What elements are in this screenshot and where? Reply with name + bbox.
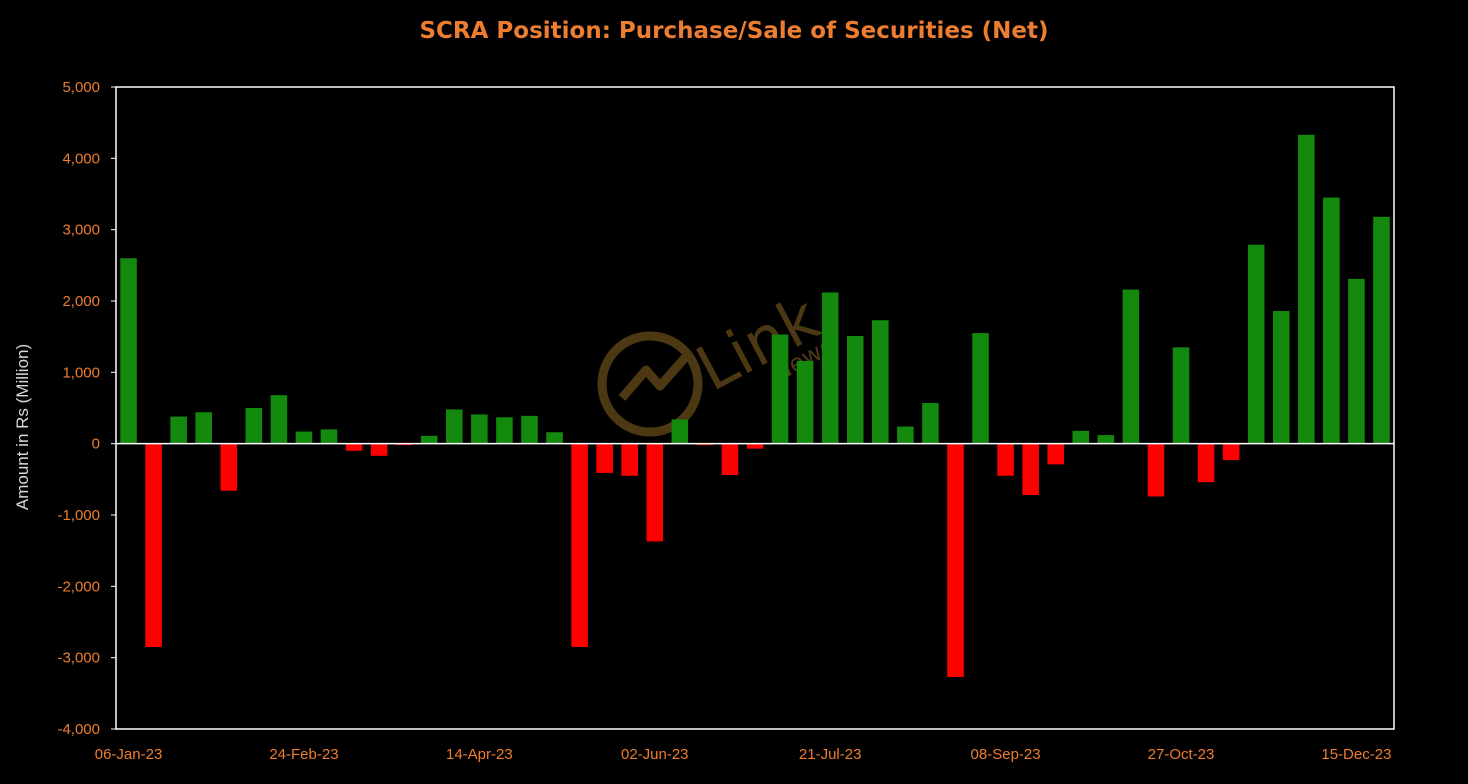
bar-21 [646,443,664,542]
y-tick-label: 0 [92,436,100,453]
y-tick-label: -1,000 [57,507,100,524]
link-news-logo-icon [597,331,703,437]
x-tick-label: 06-Jan-23 [95,746,163,763]
bar-44 [1222,443,1240,461]
y-tick-label: 5,000 [62,79,100,96]
bar-14 [471,414,488,444]
bar-50 [1373,216,1390,444]
bar-31 [897,426,914,444]
x-tick-label: 21-Jul-23 [799,746,862,763]
bar-22 [671,419,689,444]
x-tick-label: 27-Oct-23 [1148,746,1215,763]
bar-35 [997,443,1014,476]
bar-20 [621,443,638,476]
y-tick-label: -4,000 [57,721,100,738]
y-tick-label: 2,000 [62,293,100,310]
bar-27 [796,360,814,444]
x-axis: 06-Jan-23 24-Feb-23 14-Apr-23 02-Jun-23 21-J… [95,746,1392,763]
bar-24 [721,443,739,476]
bar-18 [571,443,588,647]
bar-32 [922,403,939,444]
bar-0 [120,258,137,444]
y-axis-label: Amount in Rs (Million) [13,344,32,510]
bar-39 [1097,435,1115,444]
bar-25 [746,443,764,449]
y-tick-label: 1,000 [62,364,100,381]
bar-5 [245,408,263,444]
bar-28 [821,292,839,444]
bar-1 [145,443,162,647]
y-tick-label: 4,000 [62,150,100,167]
bar-9 [345,443,363,451]
bar-48 [1323,197,1340,444]
bar-8 [320,429,338,444]
bar-29 [846,335,864,444]
bar-47 [1298,134,1315,444]
bar-34 [972,333,989,444]
y-tick-label: -3,000 [57,650,100,667]
bar-36 [1022,443,1039,496]
bar-3 [195,412,212,444]
y-tick-label: -2,000 [57,578,100,595]
bar-26 [771,334,789,444]
x-tick-label: 02-Jun-23 [621,746,689,763]
bar-45 [1247,244,1265,444]
x-tick-label: 15-Dec-23 [1321,746,1391,763]
bar-2 [170,416,187,444]
bar-38 [1072,430,1090,444]
bar-10 [370,443,388,456]
bar-37 [1047,443,1064,465]
bar-46 [1272,310,1290,444]
y-axis: 5,000 4,000 3,000 2,000 1,000 0 -1,000 -2,000 -3… [57,79,116,738]
bars-layer [120,134,1390,677]
bar-41 [1147,443,1165,497]
bar-43 [1197,443,1215,483]
bar-4 [220,443,238,491]
x-tick-label: 24-Feb-23 [269,746,338,763]
plot-area-border [115,86,1395,730]
bar-42 [1172,347,1190,444]
bar-40 [1122,289,1140,444]
bar-6 [270,395,288,444]
bar-16 [521,415,538,444]
bar-33 [947,443,964,677]
bar-17 [546,432,563,444]
bar-7 [295,431,313,444]
x-tick-label: 14-Apr-23 [446,746,513,763]
bar-13 [446,409,463,444]
chart-title: SCRA Position: Purchase/Sale of Securiti… [419,18,1049,44]
bar-30 [872,320,889,444]
bar-19 [596,443,613,473]
y-tick-label: 3,000 [62,222,100,239]
bar-49 [1348,278,1365,444]
bar-12 [420,435,438,444]
bar-15 [496,417,513,444]
x-tick-label: 08-Sep-23 [971,746,1041,763]
